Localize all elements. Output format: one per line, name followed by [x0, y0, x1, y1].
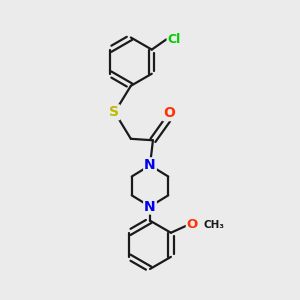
Text: Cl: Cl	[167, 33, 181, 46]
Text: O: O	[187, 218, 198, 231]
Text: CH₃: CH₃	[204, 220, 225, 230]
Text: N: N	[144, 200, 156, 214]
Text: N: N	[144, 158, 156, 172]
Text: O: O	[163, 106, 175, 120]
Text: S: S	[109, 105, 119, 119]
